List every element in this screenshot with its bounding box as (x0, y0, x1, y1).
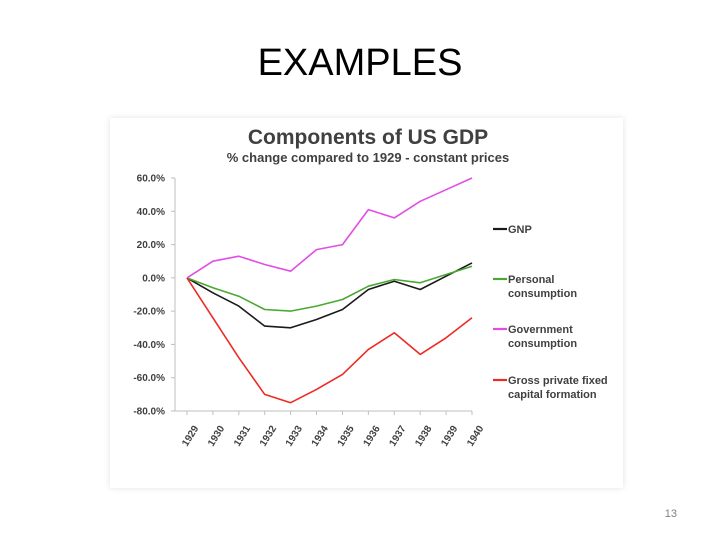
y-tick-label: 60.0% (137, 174, 165, 185)
series-line-government-consumption (186, 177, 473, 279)
series-line-personal-consumption (186, 265, 473, 312)
legend-label-gross-private-fixed-capital-formation: capital formation (508, 389, 597, 401)
chart-panel: Components of US GDP % change compared t… (110, 118, 623, 488)
axes (174, 178, 472, 412)
page-number: 13 (664, 508, 677, 520)
x-tick-label: 1933 (284, 424, 305, 449)
legend: GNP Personal consumption Government consumpt… (493, 224, 608, 401)
x-tick-label: 1930 (206, 424, 227, 449)
x-tick-label: 1932 (258, 424, 279, 449)
y-tick-label: 0.0% (142, 273, 165, 284)
legend-label-personal-consumption: consumption (508, 288, 577, 300)
y-tick-label: -40.0% (133, 340, 165, 351)
y-tick-label: -60.0% (133, 373, 165, 384)
x-tick-label: 1940 (465, 424, 486, 449)
x-tick-label: 1937 (387, 424, 408, 449)
y-tick-label: -80.0% (133, 407, 165, 418)
y-tick-label: -20.0% (133, 307, 165, 318)
series-lines (186, 177, 473, 404)
x-tick-label: 1935 (336, 424, 357, 449)
gdp-components-line-chart: Components of US GDP % change compared t… (133, 126, 608, 449)
legend-label-government-consumption: Government (508, 324, 573, 336)
x-tick-label: 1931 (232, 424, 253, 449)
x-tick-label: 1934 (310, 424, 331, 449)
x-tick-label: 1939 (439, 424, 460, 449)
y-tick-label: 20.0% (137, 240, 165, 251)
y-tick-label: 40.0% (137, 207, 165, 218)
slide-title: EXAMPLES (257, 42, 463, 84)
legend-label-personal-consumption: Personal (508, 274, 554, 286)
legend-label-gross-private-fixed-capital-formation: Gross private fixed (508, 375, 608, 387)
legend-label-government-consumption: consumption (508, 338, 577, 350)
chart-title: Components of US GDP (248, 126, 488, 149)
x-axis-ticks: 1929 1930 1931 1932 1933 1934 1935 1936 1937 1938… (180, 411, 487, 449)
x-tick-label: 1929 (180, 424, 201, 449)
y-axis-ticks: -80.0% -60.0% -40.0% -20.0% 0.0% 20.0% 40.0% 60… (133, 174, 175, 418)
legend-label-gnp: GNP (508, 224, 532, 236)
chart-subtitle: % change compared to 1929 - constant pri… (227, 150, 509, 165)
series-line-gross-private-fixed-capital-formation (186, 277, 473, 404)
x-tick-label: 1938 (413, 424, 434, 449)
x-tick-label: 1936 (362, 424, 383, 449)
series-line-gnp (186, 262, 473, 329)
